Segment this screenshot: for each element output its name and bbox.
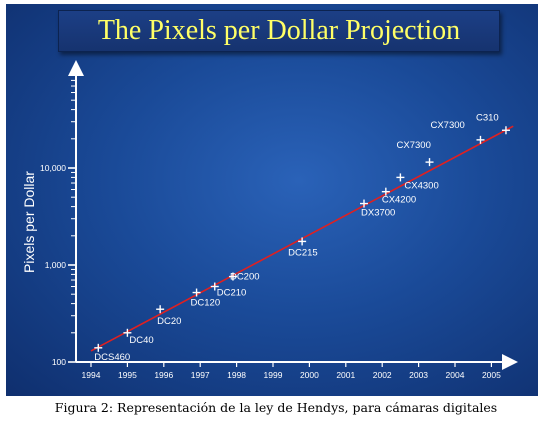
- x-tick-label: 1998: [227, 370, 246, 380]
- data-point-label: CX4200: [382, 195, 416, 206]
- data-point-label: DC20: [157, 316, 181, 327]
- data-point: DC120: [191, 288, 221, 309]
- x-tick-label: 2001: [336, 370, 355, 380]
- chart-slide: The Pixels per Dollar Projection 100 1,00…: [6, 4, 538, 396]
- data-point-label: CX7300: [430, 120, 464, 131]
- y-tick-label: 10,000: [40, 163, 66, 173]
- x-tick-label: 1999: [264, 370, 283, 380]
- data-point-label: DC200: [230, 272, 260, 283]
- y-tick-label: 1,000: [45, 260, 67, 270]
- x-tick-label: 1997: [191, 370, 210, 380]
- data-point: DC215: [288, 237, 318, 258]
- data-point-label: DX3700: [361, 208, 395, 219]
- figure-caption: Figura 2: Representación de la ley de He…: [54, 400, 498, 415]
- chart-title-banner: The Pixels per Dollar Projection: [58, 10, 500, 52]
- x-tick-label: 2002: [373, 370, 392, 380]
- data-point: CX7300: [430, 120, 485, 144]
- data-point-label: C310: [476, 112, 499, 123]
- y-tick-label: 100: [52, 357, 66, 367]
- x-tick-label: 1994: [82, 370, 101, 380]
- data-point: DC200: [228, 272, 260, 283]
- x-tick-label: 2003: [409, 370, 428, 380]
- x-tick-label: 1996: [154, 370, 173, 380]
- data-point-label: CX7300: [397, 140, 431, 151]
- data-point: DCS460: [94, 343, 130, 363]
- data-point: DX3700: [360, 199, 395, 219]
- data-point: CX7300: [397, 140, 434, 167]
- data-point-label: DCS460: [94, 352, 130, 363]
- data-point: DC40: [123, 328, 154, 346]
- chart-plot: 100 1,000 10,000 1994 1995 1996 1997 1998 1999 20…: [21, 60, 518, 380]
- x-tick-label: 2004: [446, 370, 465, 380]
- data-point: CX4200: [381, 187, 416, 206]
- data-point-label: CX4300: [404, 180, 438, 191]
- x-tick-label: 1995: [118, 370, 137, 380]
- x-tick-label: 2005: [482, 370, 501, 380]
- y-axis-label: Pixels per Dollar: [21, 171, 37, 273]
- data-point-label: DC215: [288, 247, 318, 258]
- data-point: C310: [476, 112, 510, 135]
- data-point: CX4300: [396, 173, 439, 191]
- data-point-label: DC210: [217, 288, 247, 299]
- data-point: DC210: [210, 282, 247, 299]
- x-tick-label: 2000: [300, 370, 319, 380]
- chart-title: The Pixels per Dollar Projection: [97, 15, 461, 46]
- data-point-label: DC40: [129, 335, 153, 346]
- data-point-label: DC120: [191, 298, 221, 309]
- data-point: DC20: [156, 305, 181, 327]
